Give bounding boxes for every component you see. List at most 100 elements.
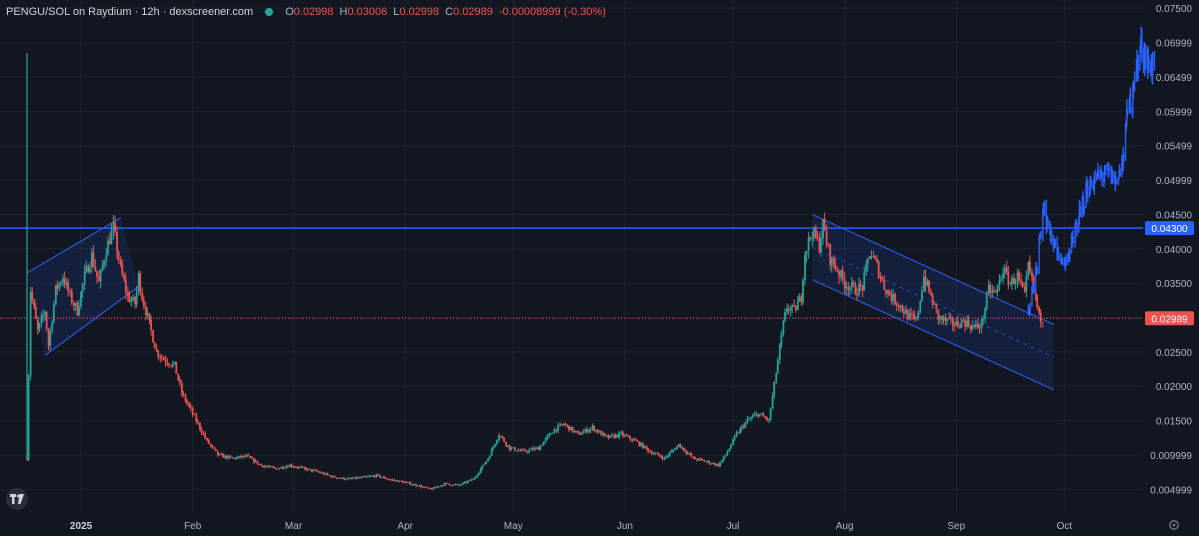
time-tick-label: May: [504, 521, 523, 532]
candle-body: [957, 321, 959, 327]
candle-415: [773, 381, 776, 399]
candle-body: [85, 266, 88, 272]
candle-body: [607, 436, 610, 438]
candle-254: [483, 462, 486, 466]
candle-body: [409, 482, 412, 485]
candle-body: [1027, 261, 1030, 277]
candle-474: [879, 272, 882, 284]
candle-515: [953, 321, 956, 332]
candle-body: [897, 305, 900, 307]
candle-208: [400, 480, 403, 482]
candle-177: [344, 478, 347, 481]
candle-553: [1021, 281, 1024, 288]
channel-lower-line-0[interactable]: [44, 286, 139, 356]
candle-377: [704, 460, 707, 463]
candle-171: [333, 475, 336, 478]
candle-185: [359, 476, 361, 479]
candle-body: [189, 405, 192, 409]
candle-body: [175, 361, 178, 374]
candle-body: [123, 274, 126, 281]
candle-body: [355, 477, 358, 479]
candle-247: [470, 478, 473, 481]
candle-479: [888, 289, 891, 296]
projection-series: [1027, 26, 1156, 316]
gear-icon[interactable]: [1168, 519, 1180, 531]
candle-65: [142, 295, 145, 310]
candle-125: [251, 455, 253, 459]
channel-upper-line-0[interactable]: [26, 217, 121, 274]
candle-body: [279, 467, 282, 469]
candle-24: [69, 288, 72, 297]
candle-body: [722, 456, 725, 460]
candle-body: [207, 439, 210, 444]
candle-body: [694, 457, 696, 460]
horizontal-levels[interactable]: [0, 227, 1143, 319]
candle-body: [404, 482, 407, 484]
candle-383: [715, 463, 718, 467]
candle-body: [859, 283, 862, 286]
symbol-title[interactable]: PENGU/SOL on Raydium · 12h · dexscreener…: [6, 6, 254, 18]
candle-238: [454, 483, 457, 486]
candle-264: [501, 435, 504, 440]
candle-49: [114, 215, 116, 236]
candle-345: [647, 447, 650, 454]
candle-body: [960, 319, 963, 328]
candle-body: [351, 478, 354, 480]
candle-544: [1005, 260, 1008, 275]
candle-63: [139, 270, 142, 297]
candle-510: [944, 313, 947, 326]
candle-body: [829, 244, 832, 266]
candle-169: [330, 475, 333, 479]
candle-body: [1000, 278, 1003, 280]
candle-501: [928, 279, 930, 294]
candle-75: [160, 354, 163, 362]
candle-body: [964, 320, 967, 327]
candle-body: [477, 472, 480, 476]
candle-body: [804, 254, 806, 281]
candle-416: [775, 372, 778, 385]
candle-50: [116, 225, 118, 260]
candle-557: [1029, 255, 1031, 275]
candle-94: [195, 411, 198, 424]
candle-body: [72, 303, 75, 306]
tradingview-logo-icon[interactable]: [6, 488, 28, 510]
channel-lower-line-1[interactable]: [812, 279, 1054, 391]
candle-400: [746, 415, 749, 425]
candle-body: [254, 460, 257, 463]
trend-channels[interactable]: [26, 213, 1054, 391]
candle-body: [886, 290, 889, 294]
candle-102: [209, 443, 212, 448]
candle-179: [348, 477, 351, 480]
price-axis[interactable]: 0.07500 0.06999 0.06499 0.05999 0.05499 0.049…: [1150, 4, 1192, 496]
candle-body: [984, 308, 987, 319]
candle-body: [60, 282, 62, 284]
candle-331: [622, 430, 624, 438]
candle-body: [108, 240, 111, 245]
candle-105: [215, 448, 217, 452]
candle-body: [398, 480, 401, 483]
candle-body: [343, 477, 345, 480]
candle-body: [429, 487, 432, 490]
channel-upper-line-1[interactable]: [812, 213, 1054, 325]
candle-body: [798, 296, 801, 302]
candle-body: [474, 476, 477, 479]
candle-body: [805, 250, 808, 255]
candle-body: [209, 443, 212, 446]
candle-373: [697, 457, 700, 462]
candle-body: [375, 474, 378, 477]
candle-154: [303, 466, 306, 470]
candle-64: [141, 287, 144, 303]
candle-body: [627, 436, 630, 438]
time-axis[interactable]: 2025 Feb Mar Apr May Jun Jul Aug Sep Oct: [70, 521, 1072, 532]
candle-body: [497, 435, 500, 441]
candle-body: [245, 455, 248, 457]
candle-44: [105, 248, 108, 267]
candle-121: [243, 454, 246, 458]
candle-202: [389, 478, 392, 481]
candle-291: [549, 432, 552, 435]
candle-482: [894, 292, 896, 306]
candle-body: [222, 454, 225, 458]
candle-390: [728, 448, 731, 452]
